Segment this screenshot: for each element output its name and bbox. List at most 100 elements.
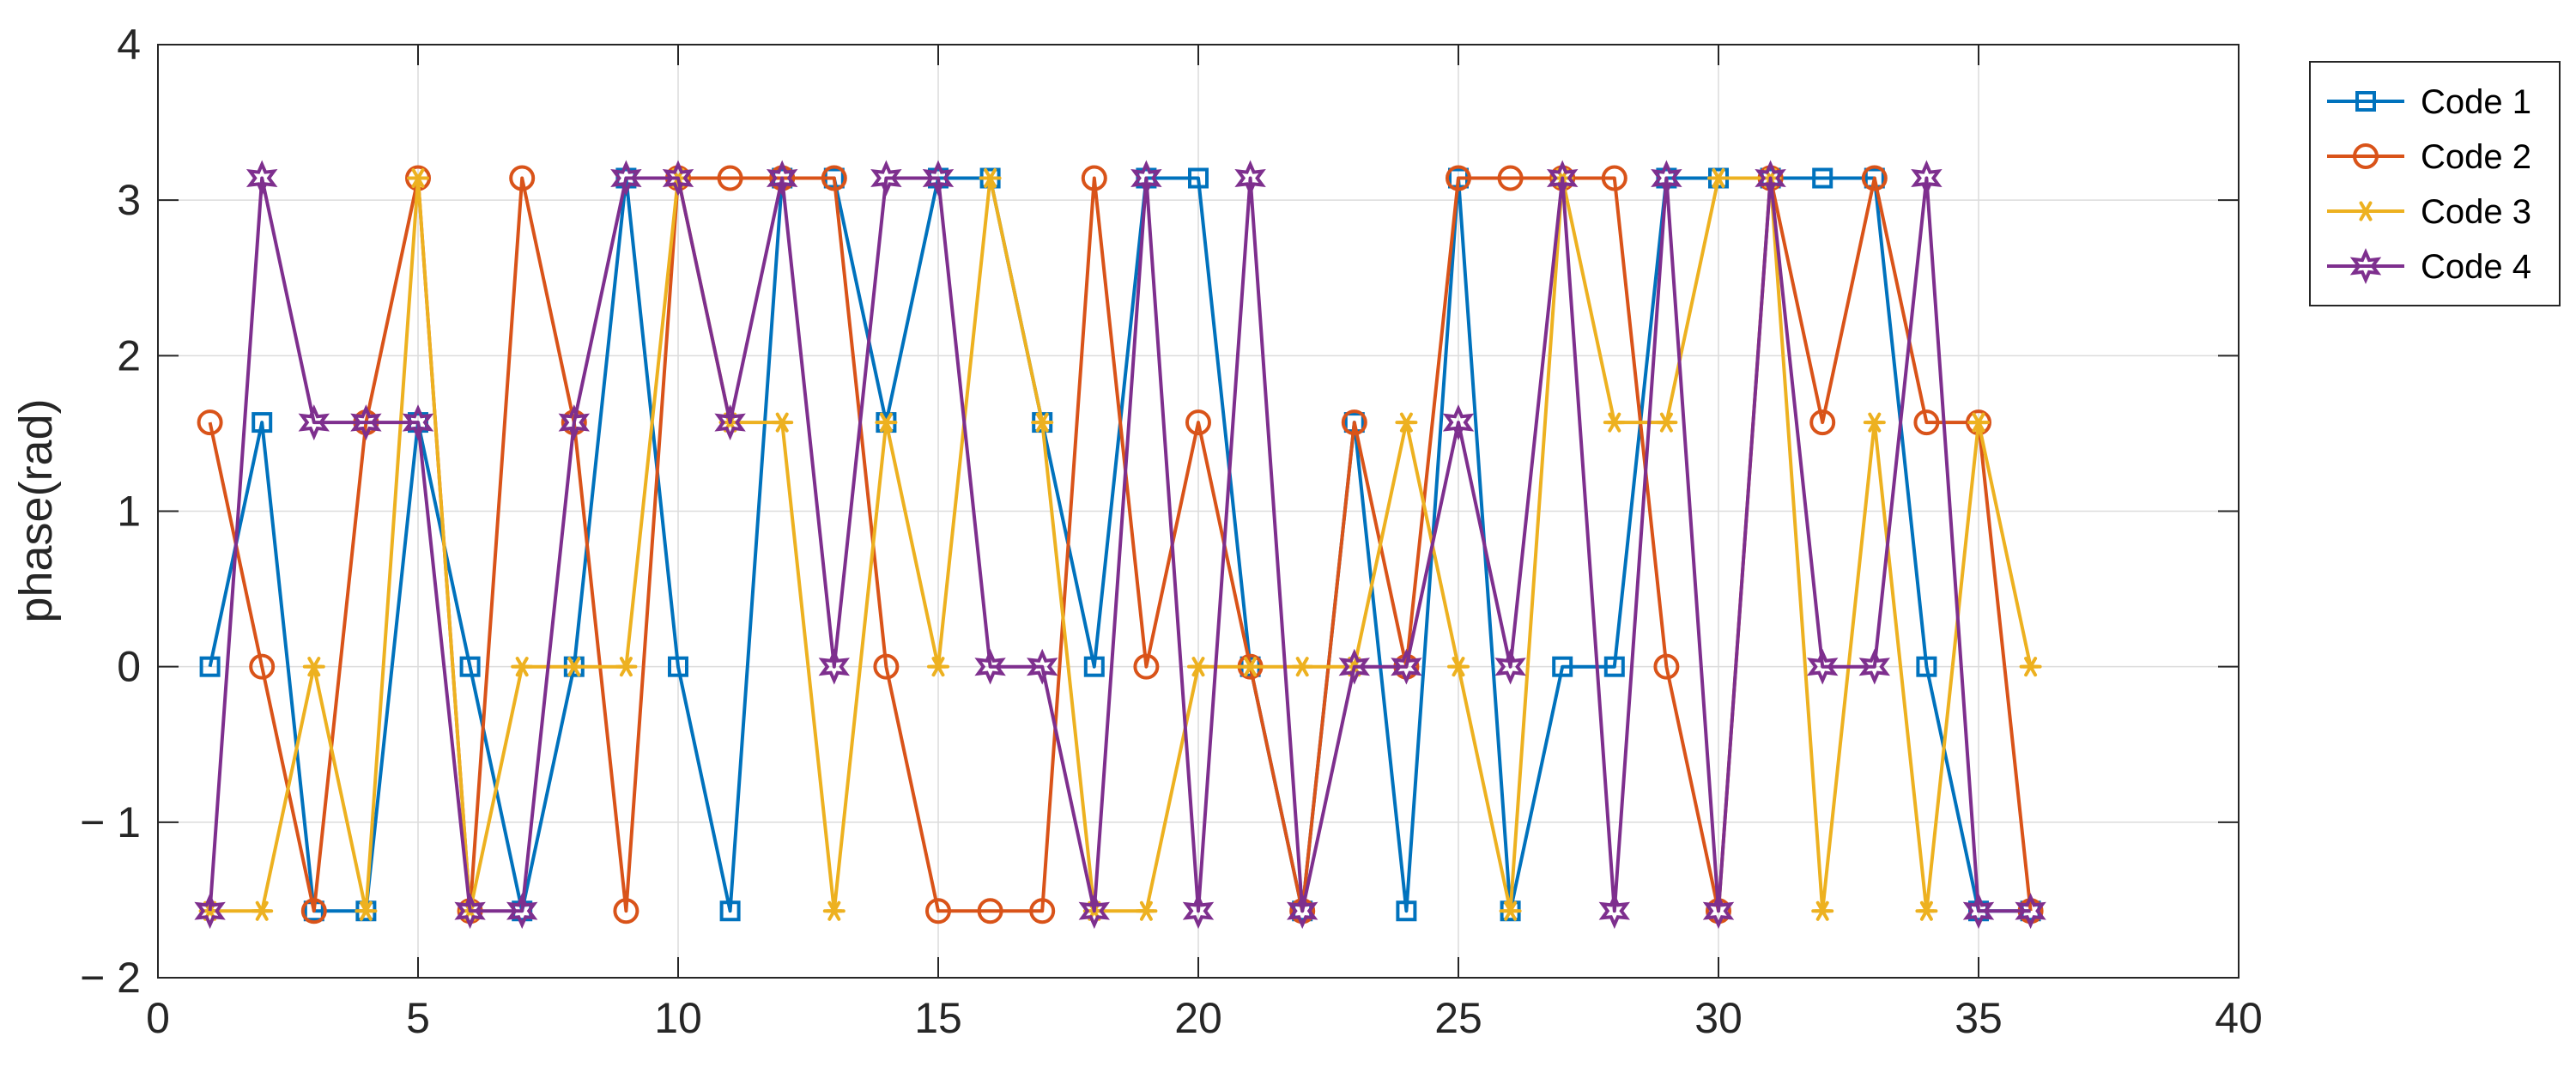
legend-label: Code 4 [2421, 248, 2531, 286]
y-tick-label: 0 [117, 643, 141, 691]
data-point [1135, 900, 1158, 921]
data-point [1185, 409, 1211, 436]
legend-label: Code 3 [2421, 193, 2531, 231]
x-tick-label: 0 [146, 994, 170, 1042]
data-point [1755, 160, 1786, 197]
data-point [1603, 412, 1626, 433]
y-tick-label: − 2 [80, 954, 141, 1002]
data-point [662, 160, 694, 197]
y-axis-label: phase(rad) [10, 398, 62, 622]
y-tick-label: 2 [117, 331, 141, 379]
data-point [668, 656, 688, 677]
x-tick-label: 5 [406, 994, 430, 1042]
data-point [1651, 160, 1682, 197]
data-point [1031, 412, 1054, 433]
legend-label: Code 2 [2421, 138, 2531, 176]
data-point [821, 165, 847, 191]
data-point [1911, 160, 1943, 197]
axis-ticks [157, 44, 2240, 979]
data-point [249, 653, 276, 680]
data-point [1655, 412, 1678, 433]
data-point [1396, 900, 1417, 922]
legend-entry: Code 4 [2327, 248, 2531, 286]
data-point [822, 900, 846, 921]
data-point [979, 167, 1002, 189]
data-point [1395, 412, 1418, 433]
data-point [459, 656, 481, 677]
data-point [1078, 893, 1111, 930]
legend-entry: Code 1 [2327, 83, 2531, 121]
data-point [1967, 412, 1990, 433]
x-tick-label: 15 [914, 994, 962, 1042]
data-point [2019, 657, 2042, 677]
data-point [1653, 653, 1680, 680]
y-tick-label: 3 [117, 176, 141, 224]
data-point [509, 165, 536, 191]
data-point [818, 648, 851, 685]
x-tick-label: 20 [1174, 994, 1222, 1042]
legend-entry: Code 3 [2327, 193, 2531, 231]
y-tick-label: − 1 [80, 798, 141, 846]
data-point [1234, 160, 1266, 197]
data-point [1812, 167, 1834, 189]
data-point [197, 409, 223, 436]
data-point [1286, 893, 1318, 930]
data-point [1081, 165, 1107, 191]
y-tick-label: 1 [117, 488, 141, 536]
data-point [1239, 657, 1262, 677]
data-point [300, 898, 327, 924]
x-tick-label: 35 [1955, 994, 2003, 1042]
data-point [454, 893, 486, 930]
data-point [714, 404, 746, 441]
data-point [613, 898, 639, 924]
data-point [1497, 165, 1524, 191]
data-point [1188, 167, 1209, 189]
legend: Code 1 Code 2 Code 3 Code 4 [2309, 61, 2561, 306]
data-point [511, 657, 534, 677]
data-point [1603, 656, 1625, 677]
data-point [922, 160, 955, 197]
data-point [875, 412, 898, 433]
data-point [506, 893, 538, 930]
data-point [977, 898, 1003, 924]
data-point [1863, 412, 1886, 433]
data-point [1916, 656, 1937, 677]
data-point [1026, 648, 1058, 685]
data-point [1864, 167, 1885, 189]
data-point [1707, 167, 1730, 189]
x-tick-label: 40 [2215, 994, 2263, 1042]
legend-marker [2349, 248, 2382, 284]
data-point [610, 160, 642, 197]
data-point [1598, 893, 1631, 930]
legend-marker [2355, 91, 2376, 112]
data-point [1442, 404, 1475, 441]
data-point [1702, 893, 1735, 930]
data-point [402, 404, 434, 441]
legend-label: Code 1 [2421, 83, 2531, 121]
data-point [1809, 409, 1836, 436]
data-point [1187, 657, 1209, 677]
data-point [1858, 648, 1891, 685]
data-point [1133, 653, 1160, 680]
data-point [298, 404, 330, 441]
data-point [355, 900, 378, 921]
legend-marker [2353, 143, 2379, 169]
series-layer [194, 160, 2046, 930]
data-point [1806, 648, 1839, 685]
data-point [194, 893, 226, 930]
data-point [1083, 656, 1105, 677]
data-point [1494, 648, 1526, 685]
data-point [1338, 648, 1371, 685]
data-point [1182, 893, 1215, 930]
data-point [766, 160, 798, 197]
data-point [1913, 409, 1940, 436]
data-point [1447, 657, 1470, 677]
x-tick-label: 25 [1434, 994, 1482, 1042]
y-tick-label: 4 [117, 21, 141, 69]
data-point [771, 412, 794, 433]
data-point [1552, 656, 1573, 677]
x-tick-label: 30 [1694, 994, 1743, 1042]
data-point [719, 900, 741, 922]
data-point [1499, 900, 1522, 921]
